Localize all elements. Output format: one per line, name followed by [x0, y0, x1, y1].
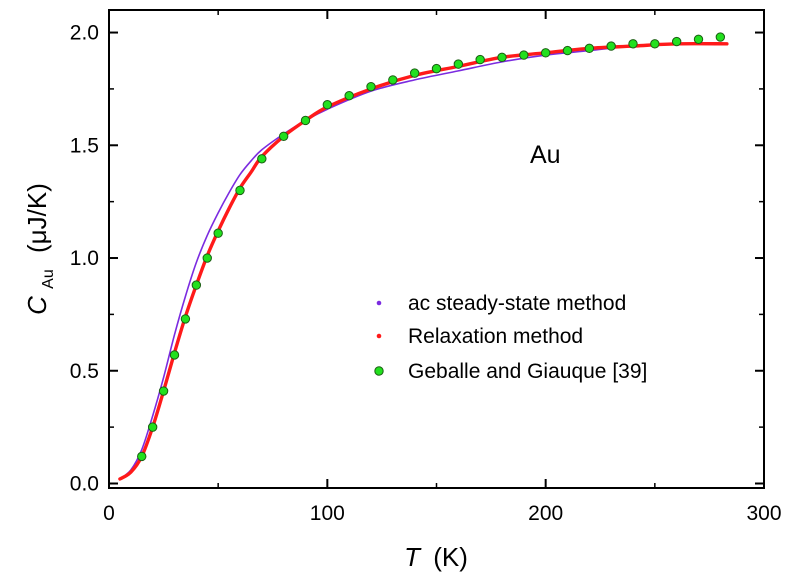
data-point-geballe-giauque — [300, 115, 311, 126]
data-point-geballe-giauque — [388, 75, 398, 85]
chart-annotation: Au — [530, 141, 561, 169]
data-point-geballe-giauque — [628, 39, 638, 49]
legend-label: Relaxation method — [408, 325, 583, 348]
y-axis-symbol: C — [22, 296, 52, 315]
data-point-geballe-giauque — [180, 314, 191, 324]
data-point-geballe-giauque — [693, 34, 704, 45]
data-point-geballe-giauque — [671, 36, 682, 47]
data-point-geballe-giauque — [202, 253, 212, 263]
data-point-geballe-giauque — [431, 63, 442, 74]
data-point-geballe-giauque — [137, 451, 147, 462]
series-layer — [118, 32, 729, 481]
legend-label: Geballe and Giauque [39] — [408, 360, 647, 383]
x-tick-label: 300 — [746, 502, 781, 525]
data-point-geballe-giauque — [158, 386, 169, 396]
data-point-geballe-giauque — [409, 68, 420, 78]
y-axis-title: C Au (μJ/K) — [22, 183, 59, 315]
data-point-geballe-giauque — [562, 45, 573, 56]
data-point-geballe-giauque — [257, 154, 267, 164]
y-tick-label: 1.5 — [70, 134, 99, 157]
data-point-geballe-giauque — [540, 48, 551, 58]
data-point-geballe-giauque — [344, 90, 354, 101]
data-point-geballe-giauque — [213, 228, 223, 238]
data-point-geballe-giauque — [169, 350, 180, 360]
legend-marker — [376, 333, 382, 339]
data-point-geballe-giauque — [584, 43, 595, 54]
data-point-geballe-giauque — [497, 52, 507, 63]
y-tick-label: 2.0 — [70, 22, 99, 45]
y-tick-label: 1.0 — [70, 247, 99, 270]
x-tick-label: 200 — [528, 502, 563, 525]
data-point-geballe-giauque — [715, 32, 726, 42]
data-point-geballe-giauque — [322, 99, 333, 110]
y-axis-subscript: Au — [40, 269, 57, 289]
y-tick-label: 0.5 — [70, 360, 99, 383]
x-axis-title: T (K) — [404, 542, 468, 572]
y-tick-label: 0.0 — [70, 472, 99, 495]
series-line-ac-steady-state — [119, 42, 727, 480]
legend-marker — [374, 366, 384, 376]
y-axis-unit: (μJ/K) — [22, 183, 52, 253]
legend-marker — [376, 300, 382, 306]
ticks-layer: 0 100 200 300 0.0 0.5 1.0 1.5 2.0 — [70, 10, 782, 525]
data-point-geballe-giauque — [606, 41, 616, 51]
x-axis-unit: (K) — [433, 542, 468, 572]
data-point-geballe-giauque — [147, 422, 158, 432]
data-point-geballe-giauque — [235, 185, 245, 196]
x-tick-label: 0 — [103, 502, 115, 525]
series-line-relaxation — [118, 41, 729, 481]
data-point-geballe-giauque — [453, 59, 464, 69]
x-axis-symbol: T — [404, 542, 422, 572]
data-point-geballe-giauque — [191, 280, 202, 290]
data-point-geballe-giauque — [366, 81, 376, 92]
legend-label: ac steady-state method — [408, 292, 626, 315]
legend: ac steady-state method Relaxation method G… — [374, 292, 647, 383]
data-point-geballe-giauque — [475, 54, 485, 65]
data-point-geballe-giauque — [278, 131, 289, 141]
data-point-geballe-giauque — [650, 39, 660, 49]
data-point-geballe-giauque — [519, 50, 529, 60]
x-tick-label: 100 — [310, 502, 345, 525]
plot-frame — [108, 9, 765, 489]
